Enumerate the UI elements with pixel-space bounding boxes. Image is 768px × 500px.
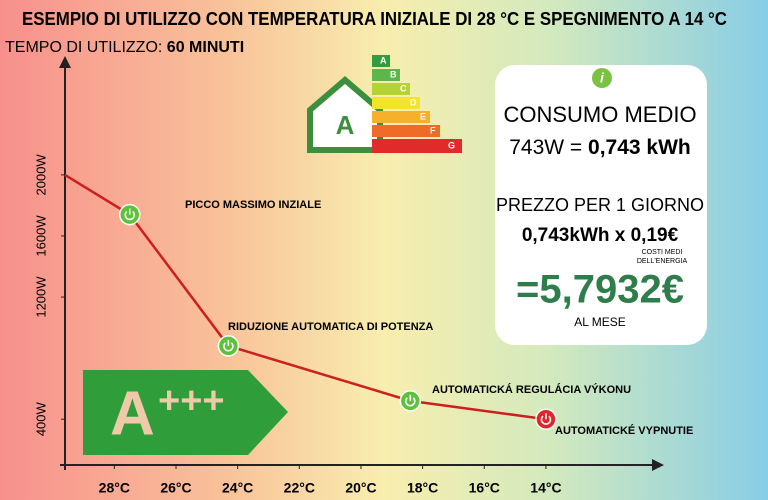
grade-letter: G [448,140,455,150]
grade-bar [372,125,440,137]
panel-heading: CONSUMO MEDIO [503,102,696,127]
info-icon [592,68,612,88]
grade-letter: D [410,97,417,107]
grade-bar [372,111,430,123]
subtitle: TEMPO DI UTILIZZO: 60 MINUTI [5,39,244,56]
grade-letter: A [380,55,387,65]
result-period: AL MESE [574,315,626,329]
info-panel: i CONSUMO MEDIO 743W = 0,743 kWh PREZZO … [495,65,707,345]
panel-consumption: 743W = 0,743 kWh [509,136,691,159]
energy-label: A A B C D E F G [307,55,462,153]
annotation: AUTOMATICKÉ VYPNUTIE [555,424,693,437]
annotation: PICCO MASSIMO INZIALE [185,199,321,211]
efficiency-badge: A +++ [83,370,288,455]
panel-box [495,65,707,345]
x-tick-label: 14°C [530,480,561,496]
house-grade: A [336,110,355,140]
plot: 2000W 1600W 1200W 400W 28°C 26°C 24°C 22°C 20°C 1… [33,154,693,496]
power-icon [124,208,136,221]
badge-plus: +++ [158,380,225,422]
grade-bar [372,69,400,81]
x-tick-label: 22°C [284,480,315,496]
y-tick-label: 400W [33,401,48,436]
y-tick-label: 2000W [33,154,48,196]
info-icon-letter: i [600,70,605,86]
price-note: COSTI MEDI [642,249,683,256]
power-icon [223,339,234,352]
grade-bar [372,97,420,109]
power-icon [540,413,552,425]
x-tick-label: 24°C [222,480,253,496]
annotation: RIDUZIONE AUTOMATICA DI POTENZA [228,321,433,333]
x-tick-label: 18°C [407,480,438,496]
power-icon [405,394,416,407]
badge-letter: A [110,379,155,448]
annotation: AUTOMATICKÁ REGULÁCIA VÝKONU [432,383,631,396]
grade-bar [372,83,410,95]
x-tick-label: 26°C [160,480,191,496]
result: =5,7932€ [516,268,684,312]
price-note: DELL'ENERGIA [637,258,688,265]
x-tick-label: 16°C [469,480,500,496]
y-tick-label: 1600W [33,215,48,257]
grade-letter: F [430,125,436,135]
grade-bar [372,139,462,153]
grade-letter: B [390,69,397,79]
x-tick-label: 20°C [345,480,376,496]
badge-shape [83,370,288,455]
consumption-bold: 0,743 kWh [588,136,691,159]
grade-bar [372,55,390,67]
consumption-plain: 743W = [509,136,582,159]
y-tick-label: 1200W [33,276,48,318]
price-formula: 0,743kWh x 0,19€ [522,225,679,246]
grade-letter: E [420,111,426,121]
subtitle-label: TEMPO DI UTILIZZO: [5,39,162,56]
subtitle-value: 60 MINUTI [167,39,244,56]
x-tick-label: 28°C [99,480,130,496]
price-heading: PREZZO PER 1 GIORNO [496,195,704,215]
grade-letter: C [400,83,407,93]
title: ESEMPIO DI UTILIZZO CON TEMPERATURA INIZ… [22,9,727,29]
